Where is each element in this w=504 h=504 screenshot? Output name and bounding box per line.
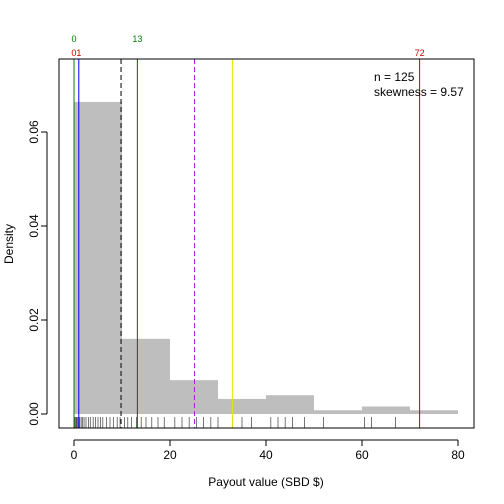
x-tick-label-0: 0 — [71, 448, 78, 462]
top-label-3: 72 — [415, 48, 425, 58]
annotation-skewness: skewness = 9.57 — [374, 85, 464, 99]
histogram-bar-3 — [218, 398, 266, 414]
top-label-1: 13 — [132, 34, 142, 44]
y-axis: 0.00 0.02 0.04 0.06 — [27, 120, 48, 426]
rug-marks — [74, 417, 397, 428]
x-tick-label-3: 60 — [355, 448, 369, 462]
x-tick-label-1: 20 — [163, 448, 177, 462]
y-axis-label: Density — [2, 224, 16, 264]
histogram-bar-6 — [362, 406, 410, 414]
histogram-bar-1 — [122, 338, 170, 414]
histogram-bars — [74, 101, 458, 415]
y-tick-label-3: 0.06 — [27, 120, 41, 144]
histogram-bar-4 — [266, 395, 314, 414]
top-label-0: 0 — [71, 34, 76, 44]
x-tick-label-4: 80 — [451, 448, 465, 462]
annotation-n: n = 125 — [374, 70, 415, 84]
top-label-2: 01 — [71, 48, 81, 58]
x-axis-label: Payout value (SBD $) — [208, 475, 323, 489]
histogram-bar-7 — [410, 410, 458, 414]
y-tick-label-2: 0.04 — [27, 214, 41, 238]
reference-lines — [73, 59, 421, 428]
x-axis: 0 20 40 60 80 — [71, 439, 465, 462]
histogram-bar-5 — [314, 410, 362, 414]
y-tick-label-1: 0.02 — [27, 308, 41, 332]
histogram-bar-0 — [74, 101, 122, 415]
top-value-labels: 0 13 01 72 — [71, 34, 424, 58]
x-tick-label-2: 40 — [259, 448, 273, 462]
y-tick-label-0: 0.00 — [27, 402, 41, 426]
plot-frame — [58, 58, 475, 429]
